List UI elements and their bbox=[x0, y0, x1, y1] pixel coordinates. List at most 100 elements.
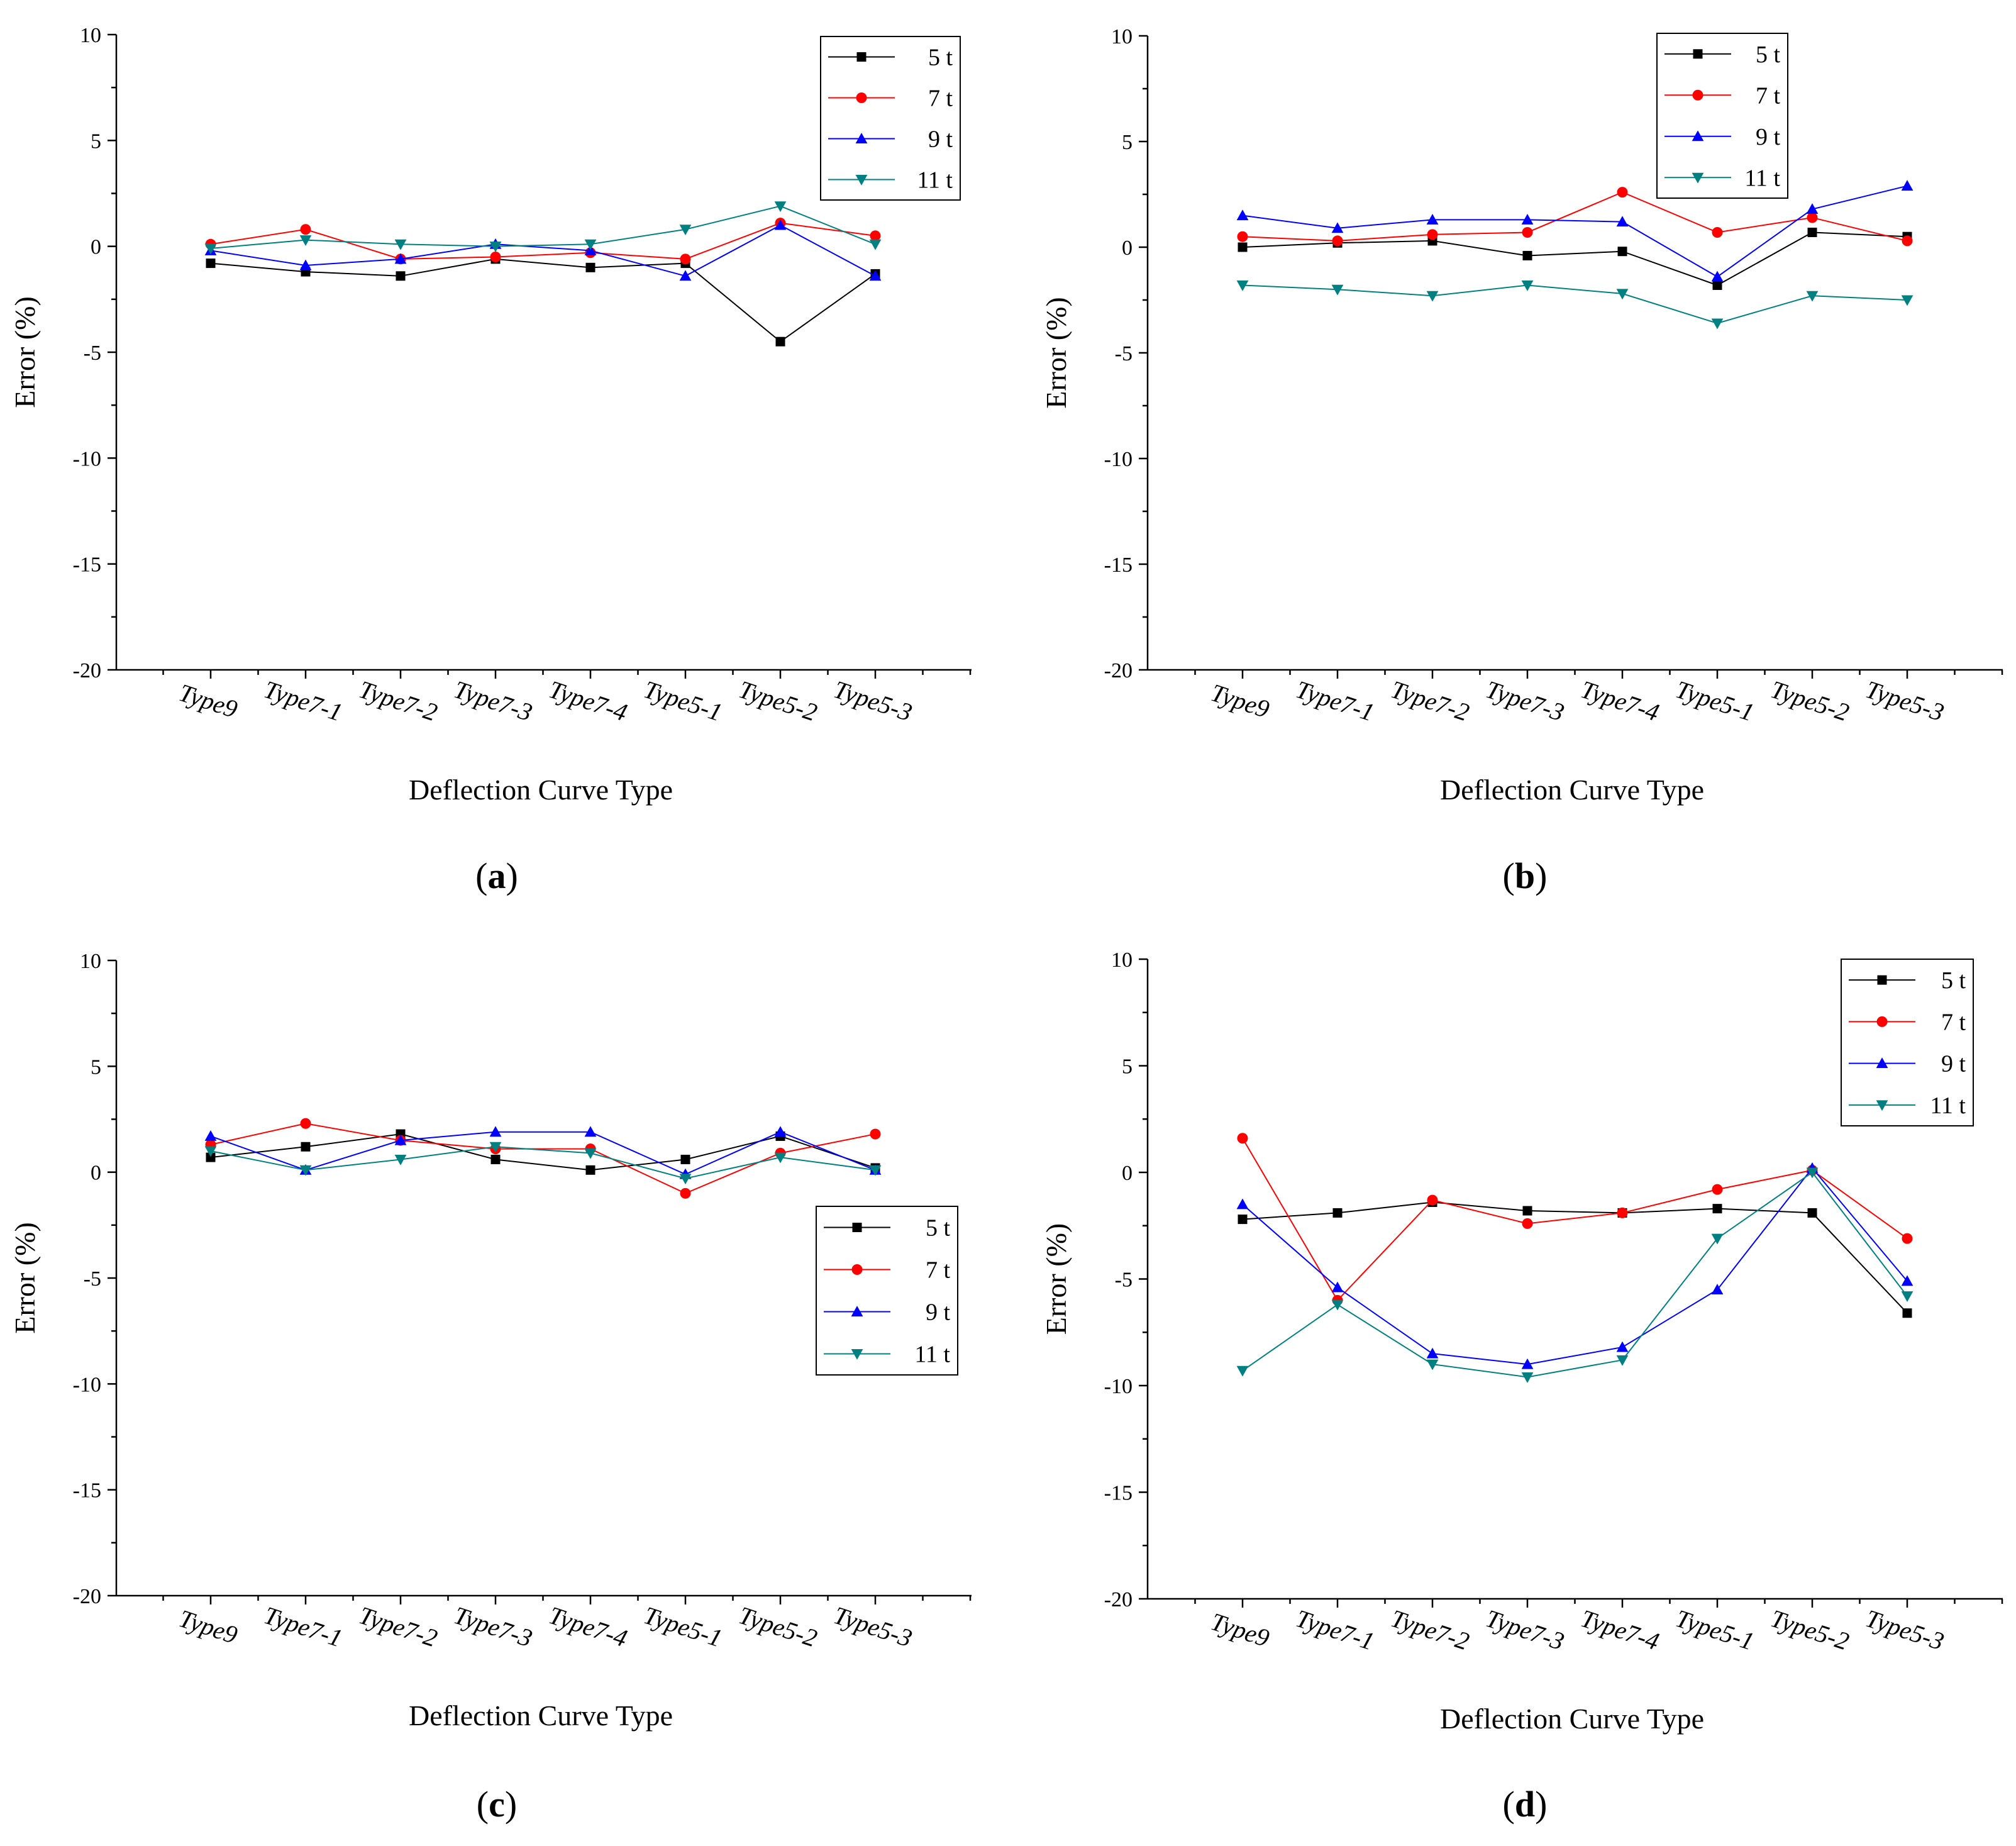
x-category-label: Type5-1 bbox=[1672, 675, 1758, 726]
series-line bbox=[1242, 1171, 1908, 1378]
data-point bbox=[1332, 1208, 1343, 1218]
data-point bbox=[1616, 289, 1629, 300]
series-5t bbox=[206, 1129, 880, 1175]
y-tick-label: 10 bbox=[80, 24, 101, 47]
x-category-label: Type7-4 bbox=[1577, 675, 1663, 726]
data-point bbox=[1712, 280, 1722, 290]
series-line bbox=[210, 1133, 876, 1171]
series-11t bbox=[204, 201, 882, 255]
y-tick-label: -10 bbox=[1104, 448, 1133, 471]
legend-label: 7 t bbox=[1756, 82, 1781, 109]
data-point bbox=[1522, 1206, 1532, 1216]
legend-marker bbox=[851, 1264, 863, 1275]
legend-marker bbox=[1876, 1100, 1888, 1111]
x-category-label: Type7-1 bbox=[260, 1601, 346, 1652]
legend-marker bbox=[851, 1306, 863, 1316]
y-tick-label: -15 bbox=[73, 553, 101, 577]
panel-label-open: ( bbox=[1503, 1784, 1515, 1825]
data-point bbox=[206, 259, 216, 269]
data-point bbox=[584, 1148, 597, 1159]
data-point bbox=[1711, 318, 1724, 330]
data-point bbox=[869, 1165, 882, 1176]
data-point bbox=[1522, 250, 1532, 260]
x-category-label: Type5-2 bbox=[1767, 675, 1853, 726]
x-category-label: Type5-3 bbox=[830, 1601, 916, 1652]
x-axis-label: Deflection Curve Type bbox=[409, 1699, 673, 1732]
legend-marker bbox=[1692, 172, 1704, 184]
y-axis-label: Error (%) bbox=[1040, 297, 1072, 409]
panel-label-open: ( bbox=[477, 1784, 489, 1825]
legend-label: 9 t bbox=[1756, 124, 1781, 150]
series-line bbox=[1242, 1138, 1908, 1302]
data-point bbox=[1617, 1207, 1628, 1218]
legend-marker bbox=[856, 92, 867, 103]
series-11t bbox=[1236, 1167, 1914, 1383]
data-point bbox=[394, 253, 407, 264]
y-tick-label: -15 bbox=[1104, 553, 1133, 577]
x-category-label: Type5-3 bbox=[830, 675, 916, 726]
series-line bbox=[210, 1123, 876, 1194]
x-category-label: Type5-2 bbox=[1767, 1604, 1853, 1655]
series-line bbox=[210, 224, 876, 277]
data-point bbox=[301, 1142, 311, 1152]
legend-marker bbox=[852, 1223, 862, 1232]
panel-label: (d) bbox=[1503, 1784, 1548, 1825]
data-point bbox=[870, 1128, 881, 1140]
data-point bbox=[1712, 1204, 1722, 1214]
data-point bbox=[1617, 187, 1628, 198]
x-category-label: Type7-1 bbox=[260, 675, 346, 726]
data-point bbox=[680, 1154, 690, 1164]
y-axis-label: Error (%) bbox=[9, 1222, 41, 1334]
x-category-label: Type7-3 bbox=[450, 675, 536, 726]
data-point bbox=[1522, 1218, 1533, 1229]
legend-marker bbox=[1876, 1016, 1888, 1027]
data-point bbox=[1711, 1233, 1724, 1245]
data-point bbox=[679, 225, 692, 236]
data-point bbox=[1806, 203, 1819, 214]
legend-marker bbox=[856, 52, 867, 62]
y-tick-label: -20 bbox=[73, 1585, 101, 1608]
series-line bbox=[1242, 1201, 1908, 1314]
series-line bbox=[210, 258, 876, 343]
legend-label: 5 t bbox=[1941, 967, 1966, 994]
y-tick-label: 5 bbox=[1122, 1055, 1133, 1079]
data-point bbox=[775, 336, 785, 347]
data-point bbox=[1807, 1208, 1817, 1218]
series-11t bbox=[204, 1142, 882, 1185]
data-point bbox=[204, 1146, 217, 1157]
legend-label: 7 t bbox=[928, 86, 953, 112]
data-point bbox=[1331, 222, 1344, 233]
y-tick-label: -10 bbox=[73, 447, 101, 470]
data-point bbox=[1426, 213, 1439, 225]
data-point bbox=[396, 271, 406, 281]
series-line bbox=[1242, 231, 1908, 286]
data-point bbox=[206, 1152, 216, 1162]
legend-label: 5 t bbox=[1756, 42, 1781, 68]
series-9t bbox=[1236, 180, 1914, 282]
x-category-label: Type5-1 bbox=[640, 1601, 726, 1652]
x-category-label: Type7-2 bbox=[1387, 1604, 1473, 1655]
data-point bbox=[489, 1126, 502, 1137]
data-point bbox=[870, 230, 881, 242]
y-tick-label: 10 bbox=[1111, 25, 1133, 48]
x-category-label: Type7-3 bbox=[1482, 675, 1568, 726]
data-point bbox=[394, 239, 407, 250]
series-9t bbox=[204, 219, 882, 281]
y-tick-label: -10 bbox=[73, 1373, 101, 1396]
y-tick-label: -15 bbox=[1104, 1482, 1133, 1505]
x-category-label: Type7-4 bbox=[1577, 1604, 1663, 1655]
panel-label: (a) bbox=[475, 855, 518, 896]
data-point bbox=[1902, 1308, 1912, 1318]
y-tick-label: -5 bbox=[1115, 1269, 1133, 1292]
data-point bbox=[774, 219, 787, 230]
y-tick-label: 10 bbox=[80, 950, 101, 973]
data-point bbox=[1901, 1291, 1914, 1302]
data-point bbox=[1901, 180, 1914, 191]
legend-marker bbox=[855, 175, 868, 186]
legend: 5 t 7 t 9 t 11 t bbox=[1656, 33, 1788, 199]
y-tick-label: 0 bbox=[1122, 1162, 1133, 1185]
legend-label: 11 t bbox=[917, 167, 953, 194]
data-point bbox=[774, 201, 787, 213]
legend-marker bbox=[851, 1349, 863, 1360]
